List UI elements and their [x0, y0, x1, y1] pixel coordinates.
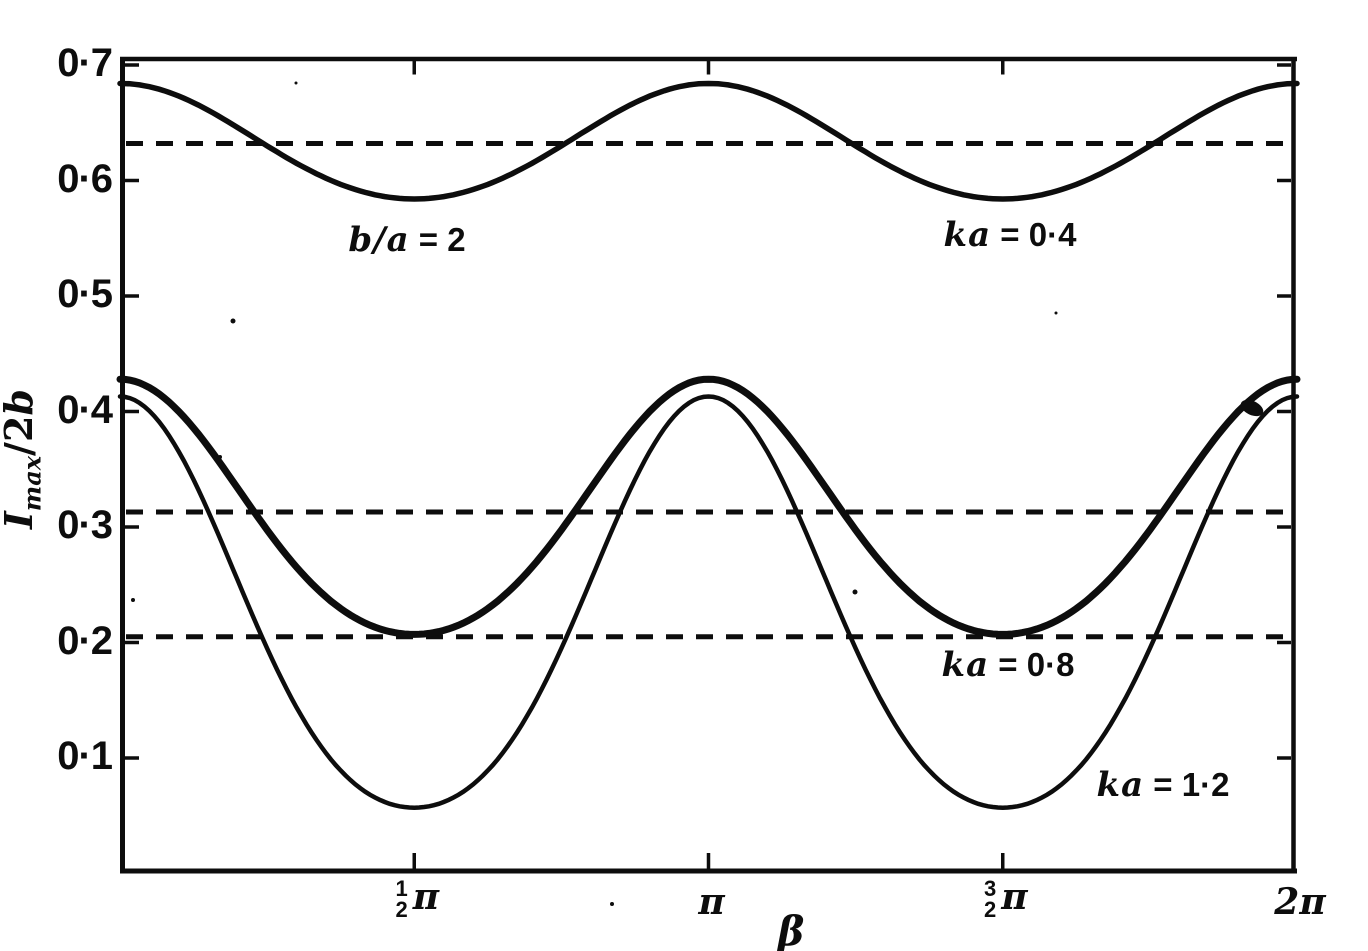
curve-label-text: ka	[941, 645, 990, 685]
x-tick-label: π	[698, 884, 724, 920]
curve-label-ka-0·8: ka = 0·8	[942, 648, 1075, 682]
curve-label-text: 0·4	[1028, 216, 1077, 253]
curve-label-text: =	[991, 216, 1029, 253]
y-tick-label-0·2: 0·2	[57, 618, 113, 663]
pi-symbol: π	[698, 881, 725, 923]
y-tick-label-0·1: 0·1	[57, 734, 113, 778]
curve-label-ka-1·2: ka = 1·2	[1097, 768, 1230, 802]
y-tick-label-0·6: 0·6	[57, 156, 113, 201]
curve-1.2	[117, 394, 1300, 810]
curve-label-text: =	[1144, 766, 1182, 803]
scan-noise	[131, 81, 1264, 906]
y-title-denominator: /2	[0, 415, 41, 456]
y-title-symbol: I	[0, 511, 41, 529]
curve-label-text: b/a	[348, 220, 410, 260]
fraction-digit: 2	[395, 896, 408, 922]
plot-frame	[120, 56, 1297, 874]
pi-symbol: π	[1001, 875, 1028, 918]
curve-0.8	[116, 375, 1301, 638]
curve-label-text: ka	[1096, 765, 1145, 805]
curve-0.4	[117, 80, 1300, 202]
pi-symbol: 2π	[1274, 881, 1326, 923]
pi-symbol: π	[412, 875, 440, 918]
x-tick-label: 2π	[1274, 884, 1325, 920]
fraction-digit: 3	[983, 876, 997, 901]
curve-label-ba-2: b/a = 2	[348, 223, 465, 257]
y-title-subscript: max	[17, 455, 47, 512]
curve-label-text: ka	[943, 215, 992, 255]
curve-label-text: 0·8	[1026, 646, 1075, 683]
curve-label-text: =	[989, 646, 1027, 683]
curve-label-text: =	[409, 221, 448, 258]
y-axis-title: Imax/2b	[0, 384, 47, 534]
tick-marks	[125, 61, 1291, 869]
curve-label-text: 2	[447, 221, 466, 258]
y-title-variable: b	[0, 389, 41, 416]
x-axis-title: β	[777, 908, 805, 951]
fraction-digit: 2	[983, 896, 997, 922]
y-tick-label-0·5: 0·5	[57, 272, 113, 316]
y-tick-label-0·7: 0·7	[57, 41, 113, 85]
y-tick-label-0·3: 0·3	[57, 503, 113, 547]
curve-label-ka-0·4: ka = 0·4	[944, 218, 1077, 252]
fraction-digit: 1	[395, 876, 408, 901]
y-tick-label-0·4: 0·4	[57, 387, 113, 432]
curve-label-text: 1·2	[1181, 766, 1230, 803]
